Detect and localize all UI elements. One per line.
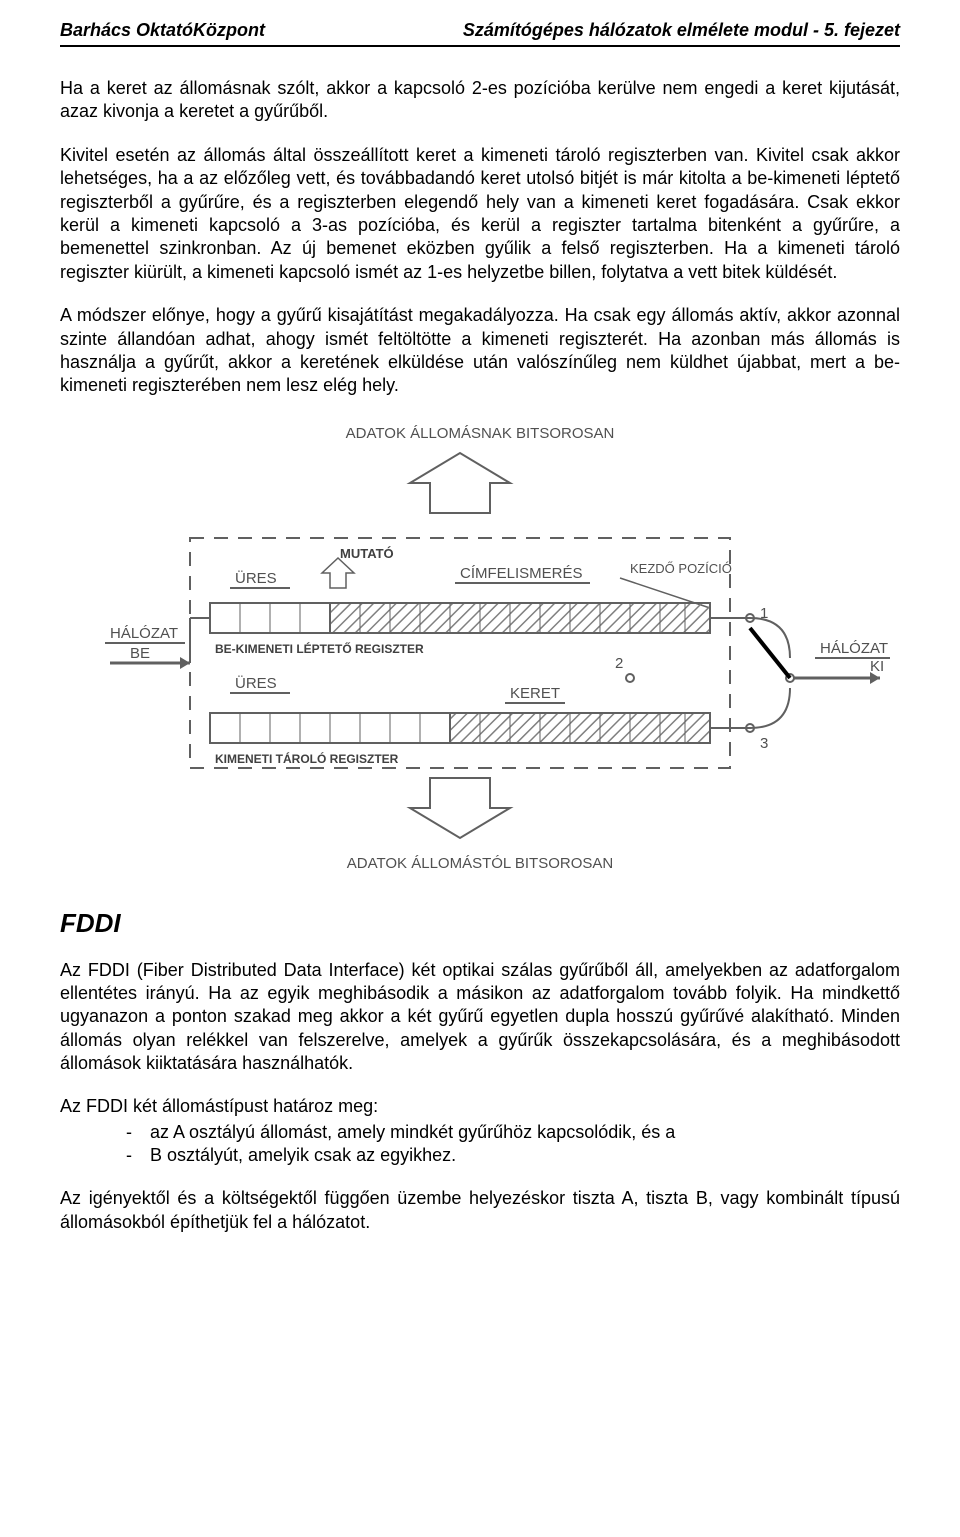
- diagram-halozat-be: HÁLÓZAT: [110, 625, 178, 642]
- diagram-n2: 2: [615, 655, 623, 672]
- list-item: az A osztályú állomást, amely mindkét gy…: [150, 1121, 900, 1144]
- diagram-bottom-label: ADATOK ÁLLOMÁSTÓL BITSOROSAN: [347, 855, 613, 872]
- fddi-paragraph-1: Az FDDI (Fiber Distributed Data Interfac…: [60, 959, 900, 1076]
- diagram-ki: KI: [870, 658, 884, 675]
- diagram-be-kimeneti: BE-KIMENETI LÉPTETŐ REGISZTER: [215, 641, 424, 656]
- diagram-halozat-ki: HÁLÓZAT: [820, 640, 888, 657]
- diagram-cimfelismeres: CÍMFELISMERÉS: [460, 565, 583, 582]
- header-left: Barhács OktatóKözpont: [60, 20, 265, 41]
- list-item: B osztályút, amelyik csak az egyikhez.: [150, 1144, 900, 1167]
- diagram-ures-top: ÜRES: [235, 569, 277, 587]
- diagram-mutato: MUTATÓ: [340, 546, 394, 561]
- diagram-kimeneti-tarolo: KIMENETI TÁROLÓ REGISZTER: [215, 751, 399, 766]
- station-type-list: az A osztályú állomást, amely mindkét gy…: [60, 1121, 900, 1168]
- paragraph-2: Kivitel esetén az állomás által összeáll…: [60, 144, 900, 284]
- diagram-keret: KERET: [510, 685, 560, 702]
- page-header: Barhács OktatóKözpont Számítógépes hálóz…: [60, 20, 900, 47]
- fddi-paragraph-2: Az igényektől és a költségektől függően …: [60, 1187, 900, 1234]
- diagram-kezdo: KEZDŐ POZÍCIÓ: [630, 561, 732, 576]
- diagram-n3: 3: [760, 735, 768, 752]
- paragraph-3: A módszer előnye, hogy a gyűrű kisajátít…: [60, 304, 900, 398]
- diagram-ures-bottom: ÜRES: [235, 674, 277, 692]
- register-diagram: ADATOK ÁLLOMÁSNAK BITSOROSAN MUTATÓ ÜRES…: [60, 418, 900, 878]
- section-title-fddi: FDDI: [60, 908, 900, 939]
- diagram-top-label: ADATOK ÁLLOMÁSNAK BITSOROSAN: [346, 425, 615, 442]
- diagram-be: BE: [130, 645, 150, 662]
- header-right: Számítógépes hálózatok elmélete modul - …: [463, 20, 900, 41]
- diagram-bottom-register: [210, 713, 710, 743]
- list-intro: Az FDDI két állomástípust határoz meg:: [60, 1096, 900, 1117]
- diagram-top-register: [210, 603, 710, 633]
- paragraph-1: Ha a keret az állomásnak szólt, akkor a …: [60, 77, 900, 124]
